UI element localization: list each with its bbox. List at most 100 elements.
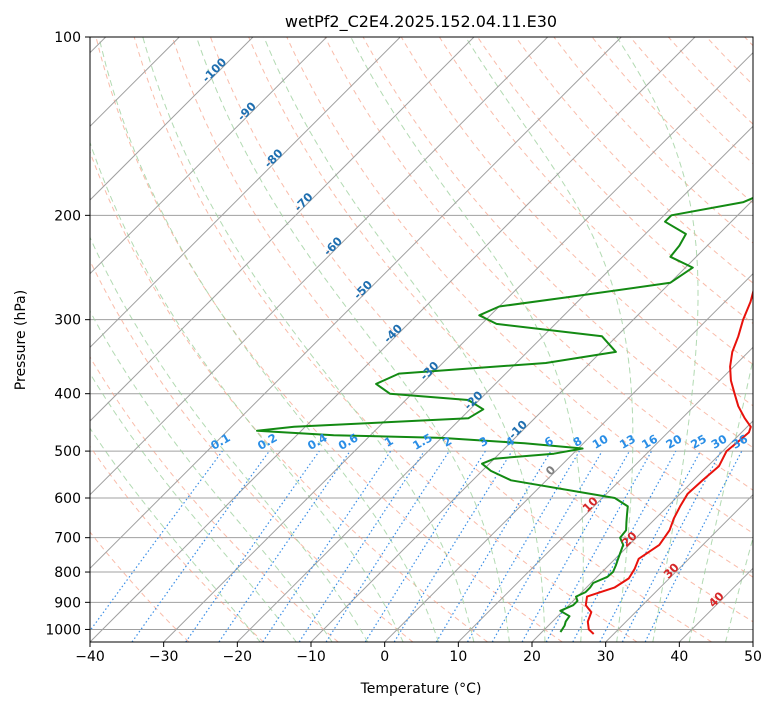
dry-adiabat-line [133, 37, 638, 642]
x-tick-label: 50 [744, 649, 762, 665]
mixing-ratio-line [325, 450, 450, 642]
moist-adiabat-line [688, 357, 753, 642]
chart-title: wetPf2_C2E4.2025.152.04.11.E30 [285, 12, 557, 32]
isotherm-line [678, 567, 753, 642]
mixing-ratio-line [572, 450, 677, 642]
dewpoint-profile [256, 196, 753, 633]
x-tick-label: −30 [149, 649, 179, 665]
mixing-ratio-label: 1.5 [410, 430, 435, 452]
y-tick-label: 300 [54, 313, 81, 329]
dry-adiabat-line [591, 37, 753, 204]
mixing-ratio-label: 16 [639, 432, 660, 452]
x-tick-label: 40 [670, 649, 688, 665]
y-tick-label: 700 [54, 531, 81, 547]
y-tick-label: 100 [54, 30, 81, 46]
y-tick-label: 1000 [45, 622, 81, 638]
isotherm-line [90, 37, 549, 496]
axes: −40 −30 −20 −10 0 10 20 30 40 5010020030040050060… [45, 30, 762, 665]
dry-adiabat-line [90, 445, 264, 642]
isotherm-label: -90 [234, 99, 259, 124]
temperature-profile [584, 288, 753, 635]
moist-adiabat-line [98, 37, 439, 642]
dry-adiabat-line [706, 37, 753, 86]
isotherm-label: 0 [543, 463, 559, 479]
isotherm-line [384, 272, 753, 642]
isotherm-label: -60 [320, 234, 345, 259]
mixing-ratio-line [599, 450, 702, 642]
x-tick-label: 10 [449, 649, 467, 665]
y-tick-label: 500 [54, 444, 81, 460]
dry-adiabat-line [324, 37, 753, 491]
isotherm-line [90, 37, 622, 570]
x-axis-label: Temperature (°C) [360, 681, 482, 697]
y-tick-label: 400 [54, 387, 81, 403]
x-tick-label: −10 [296, 649, 326, 665]
dry-adiabat-line [90, 150, 488, 642]
mixing-ratio-line [185, 450, 320, 642]
mixing-ratio-label: 10 [590, 432, 611, 452]
mixing-ratio-line [435, 450, 552, 642]
mixing-ratio-line [298, 450, 425, 642]
dry-adiabat-line [248, 37, 753, 578]
isotherm-line [90, 37, 328, 275]
isotherm-line [90, 37, 254, 201]
mixing-ratio-line [131, 450, 270, 642]
mixing-ratio-line [262, 450, 392, 642]
isotherm-line [457, 346, 753, 642]
x-tick-label: 0 [380, 649, 389, 665]
moist-adiabat-line [196, 37, 510, 642]
mixing-ratio-label: 20 [663, 432, 684, 452]
y-tick-label: 800 [54, 565, 81, 581]
plot-frame [89, 36, 754, 643]
dry-adiabat-line [210, 37, 753, 623]
mixing-ratio-line [644, 450, 743, 642]
mixing-ratio-label: 36 [729, 432, 750, 452]
moist-adiabat-line [350, 37, 584, 642]
mixing-ratio-line [393, 450, 513, 642]
isotherm-line [605, 493, 753, 642]
dry-adiabat-label: 40 [706, 589, 727, 610]
mixing-ratio-line [521, 450, 631, 642]
mixing-ratio-label: 13 [617, 432, 638, 452]
y-tick-label: 200 [54, 208, 81, 224]
moist-adiabat-line [725, 536, 753, 642]
isotherm-label: -100 [199, 55, 229, 85]
profile-lines [256, 196, 753, 635]
x-tick-label: −20 [223, 649, 253, 665]
moist-adiabat-line [263, 37, 546, 642]
mixing-ratio-label: 6 [542, 434, 556, 450]
dry-adiabat-line [553, 37, 753, 244]
moist-adiabat-line [90, 141, 404, 642]
moist-adiabat-line [616, 37, 699, 642]
dry-adiabat-line [90, 259, 414, 642]
dry-adiabat-line [286, 37, 753, 534]
moist-adiabat-line [90, 427, 261, 642]
isotherm-line [752, 641, 753, 642]
isotherm-label: -40 [381, 321, 406, 346]
dry-adiabat-line [668, 37, 753, 125]
mixing-ratio-line [545, 450, 653, 642]
dry-adiabat-line [90, 356, 339, 642]
moist-adiabat-line [90, 372, 297, 642]
mixing-ratio-label: 30 [709, 432, 730, 452]
isotherm-line [90, 37, 696, 642]
y-axis-label: Pressure (hPa) [13, 290, 29, 390]
moist-adiabat-line [142, 37, 475, 642]
isotherm-label: -70 [291, 190, 316, 215]
isotherm-line [310, 199, 753, 642]
mixing-ratio-label: 25 [688, 432, 709, 452]
x-tick-label: 20 [523, 649, 541, 665]
isotherm-line [531, 420, 753, 642]
mixing-ratio-line [90, 450, 223, 632]
y-tick-label: 600 [54, 491, 81, 507]
moist-adiabat-line [90, 310, 333, 642]
x-tick-label: −40 [75, 649, 105, 665]
dry-adiabat-line [438, 37, 753, 366]
isotherm-line [90, 37, 401, 349]
isotherm-line [236, 125, 753, 642]
isotherm-line [90, 37, 475, 422]
isotherm-label: -80 [261, 146, 286, 171]
dry-adiabat-line [90, 531, 190, 642]
moist-adiabat-line [90, 236, 369, 642]
